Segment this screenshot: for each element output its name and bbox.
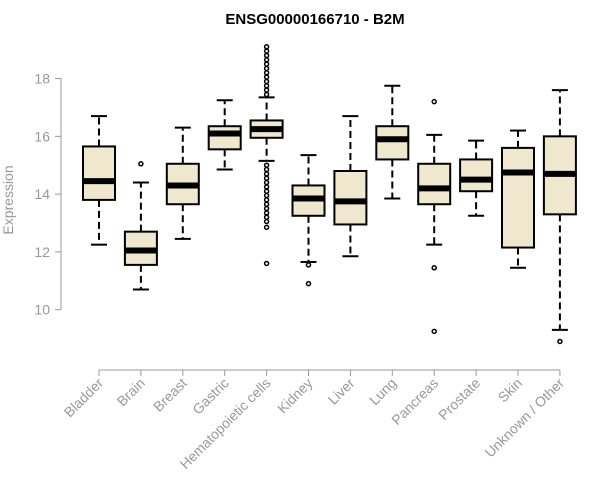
plot-area xyxy=(82,44,577,345)
x-tick-label: Kidney xyxy=(274,375,316,417)
x-tick-label: Skin xyxy=(495,375,526,406)
outlier-point xyxy=(263,91,270,98)
y-tick-label: 10 xyxy=(34,302,50,318)
outlier-point xyxy=(263,205,270,212)
y-axis: 10 12 14 16 18 xyxy=(34,71,62,318)
box-group xyxy=(375,84,410,200)
y-tick-label: 12 xyxy=(34,244,50,260)
outlier-point xyxy=(263,166,270,173)
outlier-point xyxy=(263,171,270,177)
outlier-point xyxy=(431,265,437,271)
box-iqr xyxy=(417,162,452,206)
outlier-point xyxy=(263,175,270,181)
outlier-point xyxy=(138,161,144,167)
y-tick-label: 16 xyxy=(34,128,50,144)
outlier-point xyxy=(305,262,312,268)
x-tick-label: Breast xyxy=(150,375,190,415)
x-tick-label: Prostate xyxy=(435,375,483,423)
box-group xyxy=(459,139,494,217)
box-group xyxy=(291,154,326,287)
outlier-point xyxy=(263,52,270,59)
outlier-point xyxy=(263,184,270,190)
outlier-point xyxy=(263,214,270,220)
outlier-point xyxy=(263,44,270,50)
outlier-point xyxy=(263,61,270,67)
y-tick-label: 18 xyxy=(34,71,50,87)
outlier-point xyxy=(263,260,270,267)
box-iqr xyxy=(501,146,535,249)
chart-title: ENSG00000166710 - B2M xyxy=(225,11,404,28)
box-iqr xyxy=(333,170,368,226)
box-iqr xyxy=(459,158,494,193)
x-tick-label: Brain xyxy=(114,375,148,409)
outlier-point xyxy=(263,192,270,199)
box-iqr xyxy=(207,125,242,151)
x-tick-label: Pancreas xyxy=(388,375,441,428)
box-iqr xyxy=(375,125,410,161)
outlier-point xyxy=(263,201,270,207)
box-group xyxy=(123,161,158,291)
y-tick-label: 14 xyxy=(34,186,50,202)
box-group xyxy=(333,115,368,258)
outlier-point xyxy=(263,57,270,63)
box-group xyxy=(249,44,284,267)
outlier-point xyxy=(263,224,270,231)
box-group xyxy=(207,99,242,171)
box-group xyxy=(82,115,116,246)
outlier-point xyxy=(557,338,563,345)
x-tick-label: Lung xyxy=(366,375,399,408)
outlier-point xyxy=(263,70,270,76)
box-group xyxy=(501,129,535,269)
box-iqr xyxy=(82,145,116,201)
outlier-point xyxy=(431,98,437,105)
box-group xyxy=(417,98,452,335)
outlier-point xyxy=(263,179,270,186)
x-tick-label: Liver xyxy=(325,375,358,408)
box-group xyxy=(165,126,200,240)
outlier-point xyxy=(263,74,270,80)
outlier-point xyxy=(263,218,270,225)
outlier-point xyxy=(263,83,270,89)
outlier-point xyxy=(263,65,270,72)
outlier-point xyxy=(263,87,270,93)
outlier-point xyxy=(263,188,270,194)
y-axis-label: Expression xyxy=(0,165,16,234)
outlier-point xyxy=(263,210,270,216)
outlier-point xyxy=(263,78,270,85)
outlier-point xyxy=(263,162,270,168)
outlier-point xyxy=(305,280,312,287)
outlier-point xyxy=(263,48,270,54)
x-tick-label: Unknown / Other xyxy=(481,375,567,461)
x-tick-label: Bladder xyxy=(61,375,107,421)
outlier-point xyxy=(263,197,270,203)
box-group xyxy=(542,89,577,345)
outlier-point xyxy=(431,328,437,335)
